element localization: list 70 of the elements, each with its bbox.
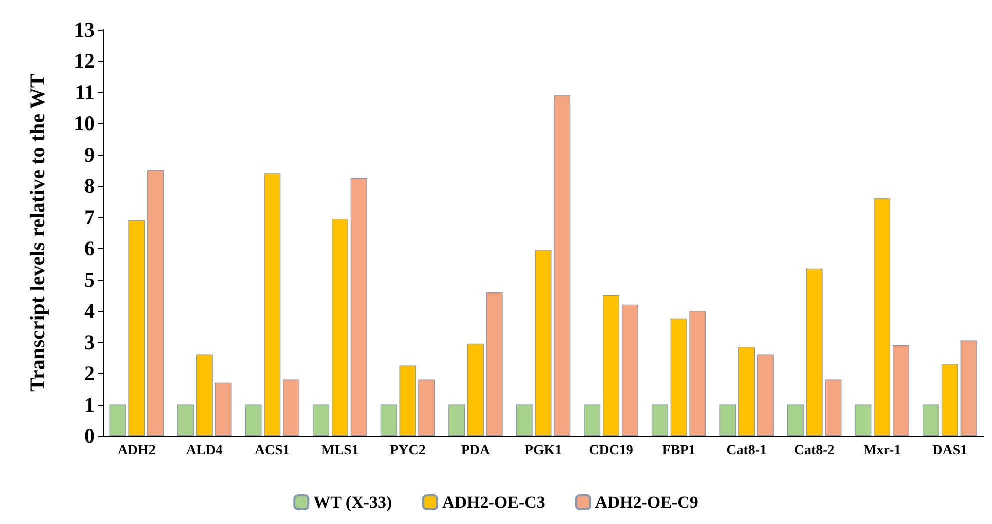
bar: [313, 404, 330, 436]
bar: [960, 340, 978, 436]
bar: [652, 404, 668, 436]
y-tick-label: 2: [84, 362, 95, 386]
x-tick-label: Mxr-1: [864, 444, 902, 458]
y-tick-label: 8: [84, 174, 95, 198]
legend-label: WT (X-33): [314, 493, 392, 512]
y-tick-label: 12: [74, 49, 95, 74]
bar: [468, 344, 484, 436]
bar: [448, 404, 466, 436]
y-tick-label: 3: [84, 330, 95, 354]
bar: [128, 220, 146, 436]
bar: [893, 345, 910, 436]
y-tick-label: 6: [84, 236, 95, 261]
bar: [400, 366, 416, 436]
bar: [332, 218, 348, 436]
x-tick-label: ALD4: [186, 444, 223, 458]
y-tick-label: 4: [84, 299, 96, 324]
y-tick-label: 13: [74, 18, 95, 42]
bar: [245, 404, 262, 436]
bar: [825, 380, 842, 436]
bar: [148, 170, 164, 436]
bar: [603, 295, 620, 436]
bar: [486, 292, 503, 436]
bar: [535, 250, 552, 436]
bar: [720, 404, 736, 436]
bar: [622, 304, 638, 436]
legend-label: ADH2-OE-C3: [442, 493, 546, 512]
y-tick-label: 5: [84, 268, 95, 292]
bar: [690, 311, 706, 436]
x-tick-label: MLS1: [322, 444, 359, 458]
bar: [418, 380, 436, 436]
bar: [806, 268, 823, 436]
bar: [942, 364, 958, 436]
x-tick-label: ACS1: [254, 444, 290, 458]
bar: [110, 404, 126, 436]
bar: [584, 404, 601, 436]
bar: [670, 318, 688, 436]
bar: [215, 382, 232, 436]
legend-label: ADH2-OE-C9: [595, 493, 698, 512]
y-tick-label: 7: [84, 205, 95, 230]
bar: [283, 380, 300, 436]
bar: [196, 354, 213, 436]
x-tick-label: DAS1: [932, 444, 968, 458]
x-tick-label: FBP1: [662, 444, 696, 458]
bar: [874, 198, 891, 436]
bar: [923, 404, 940, 436]
bar: [516, 404, 533, 436]
bar: [350, 178, 368, 436]
x-tick-label: PDA: [461, 444, 491, 458]
bar: [178, 404, 194, 436]
x-tick-label: Cat8-1: [726, 444, 768, 458]
y-tick-label: 11: [75, 80, 95, 104]
y-tick-label: 10: [74, 112, 95, 136]
bar: [554, 96, 571, 436]
bar: [855, 404, 872, 436]
x-tick-label: PYC2: [390, 444, 426, 458]
bar: [264, 174, 281, 436]
y-tick-label: 1: [84, 392, 95, 417]
bar: [787, 404, 804, 436]
x-tick-label: PGK1: [524, 444, 562, 458]
bar: [738, 346, 756, 436]
y-axis-title: Transcript levels relative to the WT: [26, 74, 50, 392]
y-tick-label: 0: [84, 424, 95, 448]
bar: [757, 354, 774, 436]
x-tick-label: Cat8-2: [794, 444, 835, 458]
x-tick-label: ADH2: [118, 444, 156, 458]
bar: [380, 404, 398, 436]
x-tick-label: CDC19: [589, 444, 634, 458]
y-tick-label: 9: [84, 142, 95, 167]
